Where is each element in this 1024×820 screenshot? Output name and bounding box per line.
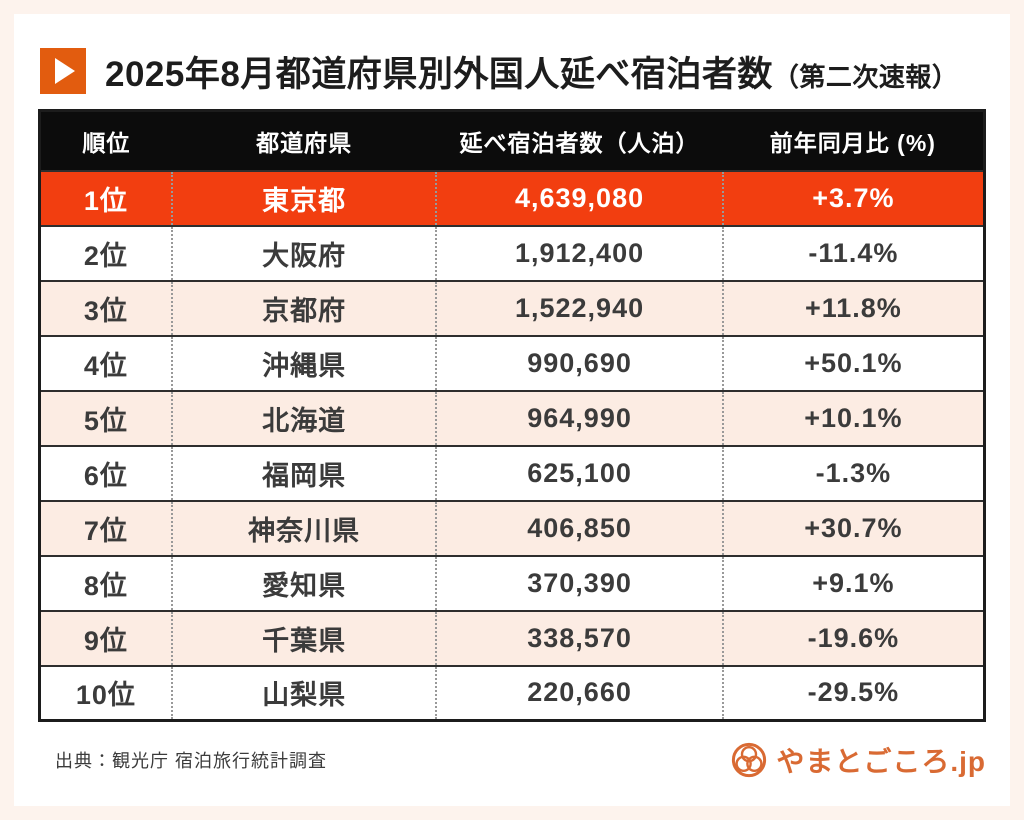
value-cell: 625,100 [435,444,723,501]
rank-cell: 5位 [39,389,172,446]
logo-rings-icon [732,742,767,778]
rank-cell: 8位 [39,554,172,611]
rank-cell: 6位 [39,444,172,501]
page-title: 2025年8月都道府県別外国人延べ宿泊者数（第二次速報） [105,46,958,97]
prefecture-cell: 山梨県 [170,664,437,721]
table-row: 8位 愛知県 370,390 +9.1% [39,554,985,611]
yoy-cell: -19.6% [721,609,985,666]
yoy-cell: +11.8% [721,279,985,336]
table-row: 1位 東京都 4,639,080 +3.7% [39,169,985,226]
table-row: 10位 山梨県 220,660 -29.5% [39,664,985,721]
rank-cell: 3位 [39,279,172,336]
prefecture-cell: 千葉県 [170,609,437,666]
table-row: 5位 北海道 964,990 +10.1% [39,389,985,446]
column-header-yoy: 前年同月比 (%) [722,110,985,171]
rank-cell: 4位 [39,334,172,391]
prefecture-cell: 神奈川県 [170,499,437,556]
yoy-cell: +10.1% [721,389,985,446]
yoy-cell: +3.7% [721,169,985,226]
rank-cell: 9位 [39,609,172,666]
infographic-card: 2025年8月都道府県別外国人延べ宿泊者数（第二次速報） 順位 都道府県 延べ宿… [14,14,1010,806]
prefecture-cell: 北海道 [170,389,437,446]
value-cell: 4,639,080 [435,169,723,226]
column-header-prefecture: 都道府県 [171,110,437,171]
title-bar: 2025年8月都道府県別外国人延べ宿泊者数（第二次速報） [40,46,986,96]
yoy-cell: -29.5% [721,664,985,721]
page-title-main: 2025年8月都道府県別外国人延べ宿泊者数 [105,54,773,94]
play-icon [40,48,86,94]
rank-cell: 10位 [39,664,172,721]
yoy-cell: +50.1% [721,334,985,391]
value-cell: 406,850 [435,499,723,556]
prefecture-cell: 京都府 [170,279,437,336]
value-cell: 1,522,940 [435,279,723,336]
table-header-row: 順位 都道府県 延べ宿泊者数（人泊） 前年同月比 (%) [39,110,985,171]
table-row: 9位 千葉県 338,570 -19.6% [39,609,985,666]
value-cell: 338,570 [435,609,723,666]
table-body: 1位 東京都 4,639,080 +3.7% 2位 大阪府 1,912,400 -11.4% 3… [39,169,985,721]
table-row: 6位 福岡県 625,100 -1.3% [39,444,985,501]
value-cell: 220,660 [435,664,723,721]
prefecture-cell: 沖縄県 [170,334,437,391]
rank-cell: 7位 [39,499,172,556]
rank-cell: 1位 [39,169,172,226]
ranking-table: 順位 都道府県 延べ宿泊者数（人泊） 前年同月比 (%) 1位 東京都 4,639,… [38,109,986,722]
prefecture-cell: 福岡県 [170,444,437,501]
column-header-rank: 順位 [39,110,172,171]
value-cell: 990,690 [435,334,723,391]
source-note: 出典：観光庁 宿泊旅行統計調査 [55,751,327,771]
prefecture-cell: 大阪府 [170,224,437,281]
value-cell: 370,390 [435,554,723,611]
prefecture-cell: 愛知県 [170,554,437,611]
yoy-cell: -1.3% [721,444,985,501]
table-row: 7位 神奈川県 406,850 +30.7% [39,499,985,556]
table-row: 4位 沖縄県 990,690 +50.1% [39,334,985,391]
yoy-cell: -11.4% [721,224,985,281]
rank-cell: 2位 [39,224,172,281]
page-title-note: （第二次速報） [772,61,959,92]
value-cell: 964,990 [435,389,723,446]
footer: 出典：観光庁 宿泊旅行統計調査 やまとごころ.jp [38,736,986,784]
table-header: 順位 都道府県 延べ宿泊者数（人泊） 前年同月比 (%) [39,110,985,171]
yoy-cell: +9.1% [721,554,985,611]
prefecture-cell: 東京都 [170,169,437,226]
yoy-cell: +30.7% [721,499,985,556]
value-cell: 1,912,400 [435,224,723,281]
play-triangle-icon [55,58,75,84]
table-row: 3位 京都府 1,522,940 +11.8% [39,279,985,336]
logo: やまとごころ.jp [730,740,986,780]
column-header-guests: 延べ宿泊者数（人泊） [436,110,723,171]
table-row: 2位 大阪府 1,912,400 -11.4% [39,224,985,281]
logo-text: やまとごころ.jp [776,746,986,777]
